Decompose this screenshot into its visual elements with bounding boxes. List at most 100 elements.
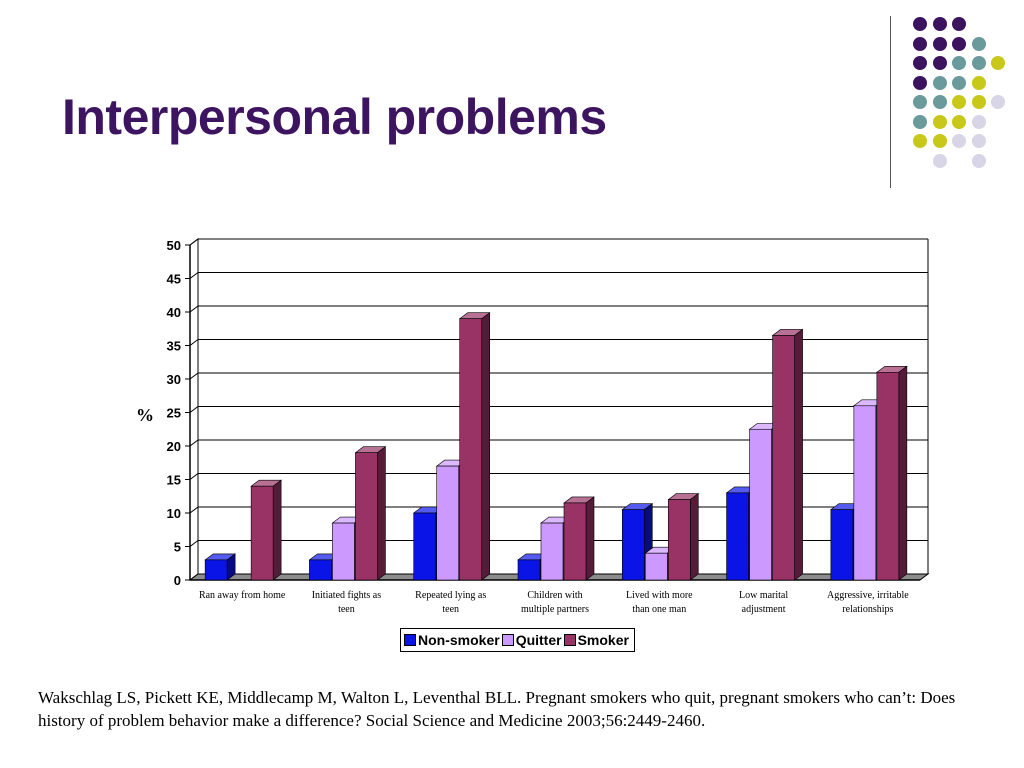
bar [644,552,668,581]
bar [250,485,274,581]
decorative-dot [971,95,986,109]
gridline-depth [189,406,199,413]
x-tick-label: Children with multiple partners [521,590,589,615]
x-tick-label-line: Repeated lying as [415,590,486,601]
x-tick-label-line: Children with [527,590,582,601]
gridline-depth [189,372,199,380]
gridline-depth [189,540,199,547]
decorative-dot [952,114,966,129]
decorative-dot [952,36,966,51]
legend-label: Non-smoker [418,632,500,648]
legend-label: Quitter [515,632,562,648]
decorative-dot [913,134,927,148]
gridline-depth [189,305,199,313]
legend-item: Quitter [501,632,562,648]
citation-text: Wakschlag LS, Pickett KE, Middlecamp M, … [38,688,956,730]
decorative-dot [971,114,986,129]
x-tick-label-line: teen [338,604,355,615]
x-tick-label-line: teen [442,604,459,615]
y-tick-label: 5 [174,540,181,555]
bar [332,522,355,581]
decorative-dot [932,95,947,109]
decorative-dot [913,114,927,129]
bar [830,509,854,581]
bar [309,559,332,581]
legend-swatch [563,634,576,646]
decorative-dot [932,134,947,148]
decorative-dot [932,114,947,129]
divider-line [890,16,891,188]
decorative-dot [932,153,947,168]
gridline-depth [189,439,199,447]
decorative-dot [971,153,986,168]
decorative-dot [971,134,986,148]
bar-side [272,479,282,581]
bar-side [585,496,595,581]
x-tick-label-line: relationships [842,604,893,615]
chart-legend: Non-smoker Quitter Smoker [400,628,635,652]
decorative-dot [932,75,947,90]
y-tick-label: 35 [167,339,181,354]
decorative-dot [913,95,927,109]
gridline-depth [189,506,199,514]
decorative-dot [913,36,927,51]
y-tick-label: 0 [174,573,181,588]
x-tick-label: Repeated lying as teen [415,590,486,615]
decorative-dot [952,95,966,109]
x-tick-label-line: Ran away from home [199,590,286,601]
x-tick-label: Initiated fights as teen [312,590,382,615]
bar [749,428,772,581]
decorative-dot [913,75,927,90]
bar [540,522,564,581]
y-axis-label: % [136,405,154,425]
legend-item: Non-smoker [404,632,500,648]
decorative-dot [913,17,927,31]
x-tick-label: Lived with more than one man [626,590,693,615]
legend-label: Smoker [577,632,629,648]
y-tick-label: 15 [167,473,181,488]
y-tick-label: 10 [167,506,181,521]
y-tick-label: 45 [167,272,181,287]
x-tick-label: Aggressive, irritable relationships [827,590,909,615]
decorative-dot [971,56,986,70]
bar [436,465,460,581]
gridline-depth [189,272,199,279]
x-tick-label-line: than one man [632,604,686,615]
decorative-dot [952,75,966,90]
bar [772,335,795,581]
x-tick-label-line: Initiated fights as [312,590,382,601]
gridline-depth [189,473,199,480]
y-tick-label: 30 [167,372,181,387]
x-tick-label-line: Low marital [739,590,788,601]
y-tick-label: 25 [167,406,181,421]
x-tick-label: Ran away from home [199,590,286,601]
legend-item: Smoker [563,632,629,648]
bar-side [898,365,908,581]
decorative-dot [952,56,966,70]
x-tick-label: Low marital adjustment [739,590,788,615]
bar-side [481,312,491,581]
bar [667,499,691,581]
bar-side [794,328,803,581]
bar [853,405,877,581]
decorative-dot-grid [0,0,1024,200]
y-tick-label: 40 [167,305,181,320]
gridline-depth [189,238,199,246]
x-tick-label-line: adjustment [742,604,786,615]
decorative-dot [952,17,966,31]
decorative-dot [932,36,947,51]
slide-title: Interpersonal problems [62,89,607,145]
decorative-dot [952,134,966,148]
legend-swatch [404,634,416,646]
bar [726,492,749,581]
decorative-dot [991,56,1005,70]
bar [355,452,378,581]
bar-chart: 0 5 10 15 20 25 30 35 40 45 50% Ran away from home I… [136,238,930,615]
bar-side [689,493,699,581]
decorative-dot [932,17,947,31]
x-tick-label-line: multiple partners [521,604,589,615]
y-tick-label: 20 [167,439,181,454]
bar [517,559,541,581]
decorative-dot [971,75,986,90]
bar [459,318,483,581]
